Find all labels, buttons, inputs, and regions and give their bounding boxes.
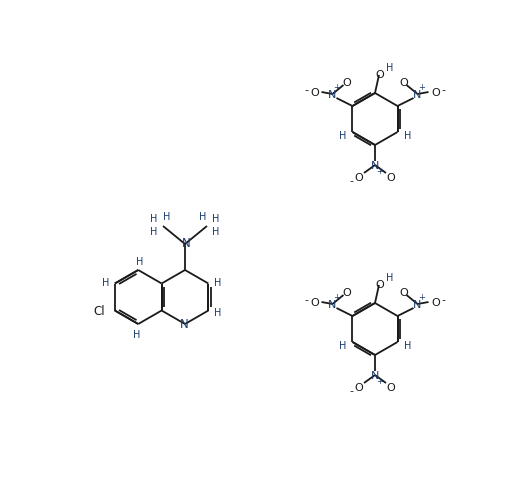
- Text: N: N: [413, 90, 421, 100]
- Text: H: H: [200, 212, 207, 222]
- Text: H: H: [214, 308, 221, 318]
- Text: H: H: [339, 340, 346, 350]
- Text: H: H: [386, 63, 393, 73]
- Text: O: O: [431, 298, 440, 307]
- Text: -: -: [441, 85, 445, 95]
- Text: O: O: [310, 88, 319, 98]
- Text: N: N: [328, 90, 336, 100]
- Text: O: O: [376, 279, 384, 289]
- Text: -: -: [304, 85, 308, 95]
- Text: -: -: [349, 385, 353, 395]
- Text: H: H: [386, 273, 393, 282]
- Text: O: O: [376, 70, 384, 80]
- Text: O: O: [387, 382, 395, 392]
- Text: H: H: [102, 277, 109, 287]
- Text: O: O: [431, 88, 440, 98]
- Text: O: O: [355, 173, 363, 182]
- Text: -: -: [349, 176, 353, 186]
- Text: N: N: [371, 161, 379, 171]
- Text: N: N: [328, 300, 336, 309]
- Text: O: O: [387, 173, 395, 182]
- Text: H: H: [150, 227, 158, 237]
- Text: H: H: [212, 214, 220, 224]
- Text: O: O: [342, 78, 351, 88]
- Text: N: N: [371, 370, 379, 380]
- Text: +: +: [333, 293, 340, 302]
- Text: H: H: [212, 227, 220, 237]
- Text: N: N: [180, 318, 188, 331]
- Text: H: H: [404, 131, 411, 141]
- Text: O: O: [310, 298, 319, 307]
- Text: H: H: [339, 131, 346, 141]
- Text: N: N: [182, 237, 190, 250]
- Text: +: +: [377, 167, 383, 176]
- Text: N: N: [413, 300, 421, 309]
- Text: H: H: [163, 212, 171, 222]
- Text: +: +: [377, 377, 383, 386]
- Text: H: H: [150, 214, 158, 224]
- Text: H: H: [404, 340, 411, 350]
- Text: O: O: [342, 288, 351, 298]
- Text: Cl: Cl: [93, 304, 105, 317]
- Text: +: +: [418, 84, 425, 92]
- Text: O: O: [355, 382, 363, 392]
- Text: +: +: [418, 293, 425, 302]
- Text: H: H: [214, 277, 221, 287]
- Text: -: -: [304, 294, 308, 304]
- Text: -: -: [441, 294, 445, 304]
- Text: O: O: [399, 78, 408, 88]
- Text: +: +: [333, 84, 340, 92]
- Text: O: O: [399, 288, 408, 298]
- Text: H: H: [132, 329, 140, 339]
- Text: H: H: [135, 256, 143, 266]
